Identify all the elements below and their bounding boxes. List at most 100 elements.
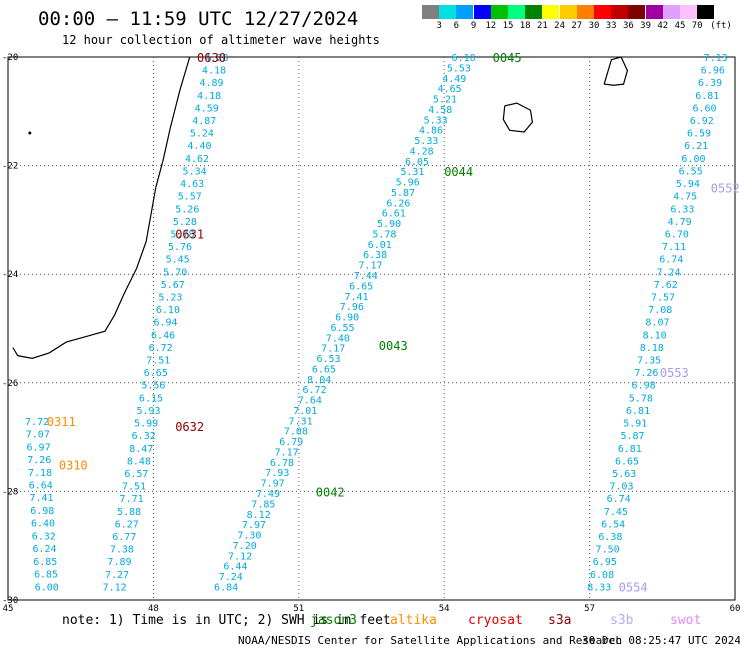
wave-height-value: 5.26 — [175, 204, 199, 215]
wave-height-value: 6.55 — [330, 323, 354, 334]
wave-height-value: 7.01 — [293, 406, 317, 417]
wave-height-value: 6.00 — [681, 154, 705, 165]
satellite-label-jason3: jason3 — [310, 613, 357, 628]
wave-height-value: 6.55 — [679, 166, 703, 177]
pass-time-label: 0311 — [47, 415, 76, 429]
wave-height-value: 5.88 — [117, 507, 141, 518]
wave-height-value: 5.56 — [141, 381, 165, 392]
wave-height-value: 7.17 — [321, 344, 345, 355]
wave-height-value: 6.65 — [615, 456, 639, 467]
wave-height-value: 8.47 — [129, 444, 153, 455]
wave-height-value: 5.57 — [178, 192, 202, 203]
wave-height-value: 6.32 — [132, 431, 156, 442]
wave-height-value: 6.74 — [607, 494, 631, 505]
scale-swatch — [662, 5, 680, 19]
wave-height-value: 5.70 — [163, 267, 187, 278]
wave-height-value: 7.17 — [275, 447, 299, 458]
lon-tick-label: 51 — [293, 604, 304, 614]
scale-label: 70 — [691, 21, 703, 31]
scale-label: 42 — [657, 21, 669, 31]
lon-tick-label: 48 — [148, 604, 159, 614]
wave-height-value: 7.62 — [654, 280, 678, 291]
scale-label: 6 — [453, 21, 460, 31]
island-reunion — [502, 102, 534, 133]
wave-height-value: 8.48 — [127, 456, 151, 467]
wave-height-value: 5.45 — [166, 255, 190, 266]
scale-label: 24 — [554, 21, 566, 31]
wave-height-value: 7.26 — [27, 455, 51, 466]
wave-height-value: 6.27 — [115, 519, 139, 530]
lat-tick-label: -22 — [2, 162, 18, 172]
page-title: 00:00 – 11:59 UTC 12/27/2024 — [38, 8, 359, 30]
wave-height-value: 6.96 — [701, 66, 725, 77]
scale-swatch — [576, 5, 594, 19]
pass-time-label: 0553 — [660, 366, 689, 380]
wave-height-value: 6.10 — [452, 53, 476, 64]
scale-label: 27 — [571, 21, 583, 31]
wave-height-value: 6.65 — [312, 364, 336, 375]
scale-label: 45 — [674, 21, 686, 31]
wave-height-value: 4.18 — [197, 91, 221, 102]
wave-height-value: 6.81 — [618, 444, 642, 455]
wave-height-value: 6.74 — [659, 255, 683, 266]
wave-height-value: 5.78 — [372, 229, 396, 240]
wave-height-value: 5.90 — [377, 219, 401, 230]
wave-height-value: 7.41 — [344, 292, 368, 303]
wave-height-value: 7.93 — [265, 468, 289, 479]
wave-height-value: 5.67 — [161, 280, 185, 291]
wave-height-value: 5.76 — [168, 242, 192, 253]
wave-height-value: 6.21 — [684, 141, 708, 152]
wave-height-value: 6.85 — [33, 557, 57, 568]
wave-height-value: 5.87 — [391, 188, 415, 199]
wave-height-value: 7.71 — [120, 494, 144, 505]
wave-height-value: 5.31 — [400, 167, 424, 178]
wave-height-value: 6.46 — [151, 330, 175, 341]
wave-height-value: 6.94 — [153, 318, 177, 329]
wave-height-value: 7.45 — [604, 507, 628, 518]
wave-height-value: 4.86 — [419, 126, 443, 137]
satellite-label-altika: altika — [390, 613, 437, 628]
wave-height-value: 8.07 — [645, 318, 669, 329]
wave-height-value: 6.98 — [30, 506, 54, 517]
scale-unit: (ft) — [710, 21, 732, 31]
wave-height-value: 6.54 — [601, 519, 625, 530]
wave-height-value: 7.64 — [298, 396, 322, 407]
lon-tick-label: 45 — [3, 604, 14, 614]
lat-tick-label: -24 — [2, 270, 18, 280]
wave-height-value: 5.33 — [424, 115, 448, 126]
wave-height-value: 7.49 — [256, 489, 280, 500]
pass-time-label: 0310 — [59, 458, 88, 472]
wave-height-value: 7.08 — [284, 427, 308, 438]
credit-text: NOAA/NESDIS Center for Satellite Applica… — [238, 634, 623, 647]
wave-height-value: 6.85 — [34, 570, 58, 581]
wave-height-value: 7.03 — [609, 482, 633, 493]
wave-height-value: 6.61 — [382, 209, 406, 220]
island-dot — [28, 131, 32, 135]
lat-tick-label: -30 — [2, 596, 18, 606]
scale-label: 33 — [605, 21, 617, 31]
lat-tick-label: -26 — [2, 379, 18, 389]
scale-swatch — [628, 5, 646, 19]
wave-height-value: 5.91 — [623, 419, 647, 430]
wave-height-value: 6.40 — [31, 519, 55, 530]
wave-height-value: 5.53 — [447, 63, 471, 74]
pass-time-label: 0632 — [175, 420, 204, 434]
scale-label: 9 — [470, 21, 477, 31]
pass-time-label: 0045 — [493, 51, 522, 65]
wave-height-value: 7.12 — [103, 582, 127, 593]
wave-height-value: 4.28 — [204, 53, 228, 64]
wave-height-value: 5.99 — [134, 419, 158, 430]
wave-height-value: 6.44 — [223, 562, 247, 573]
scale-swatch — [473, 5, 491, 19]
wave-height-value: 8.12 — [247, 510, 271, 521]
wave-height-value: 7.51 — [122, 482, 146, 493]
wave-height-value: 6.84 — [214, 582, 238, 593]
satellite-label-cryosat: cryosat — [468, 613, 523, 628]
wave-height-value: 7.97 — [242, 520, 266, 531]
wave-height-value: 6.65 — [144, 368, 168, 379]
wave-height-value: 6.59 — [687, 129, 711, 140]
wave-height-value: 5.33 — [414, 136, 438, 147]
wave-height-value: 6.77 — [112, 532, 136, 543]
scale-swatch — [697, 5, 715, 19]
scale-swatch — [422, 5, 439, 19]
